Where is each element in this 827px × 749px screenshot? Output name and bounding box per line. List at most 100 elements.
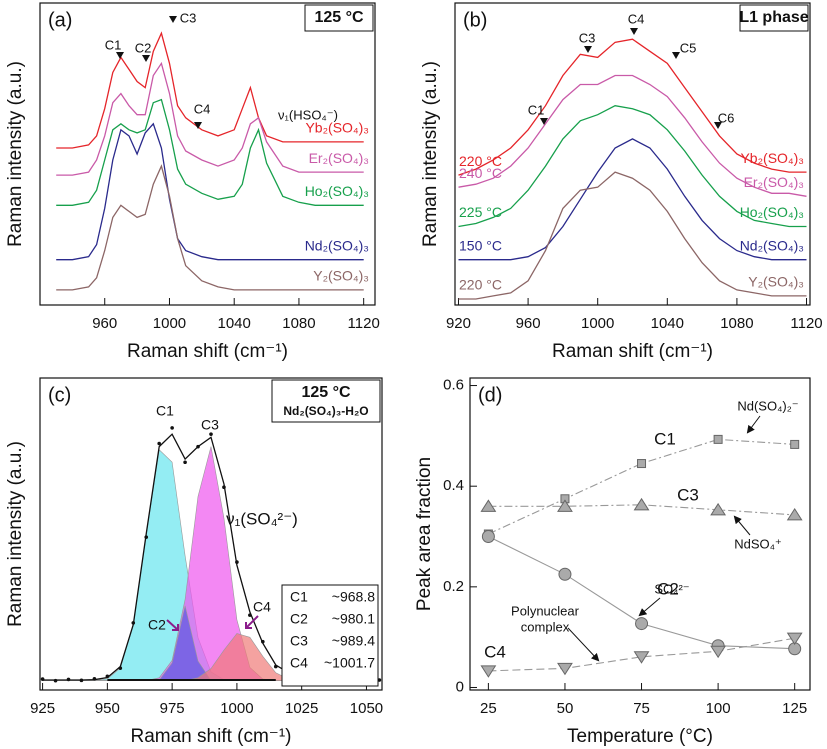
fit-table <box>281 584 379 687</box>
data-point <box>92 676 97 681</box>
y-tick-label: 0.2 <box>443 578 464 595</box>
series-label: Y₂(SO₄)₃ <box>748 274 804 290</box>
peak-annotation: C3 <box>579 30 596 45</box>
marker <box>480 499 497 512</box>
panel-label: (a) <box>48 9 72 31</box>
panel: 960 1000 1040 1080 1120 Raman shift (cm⁻¹) Ram… <box>5 2 380 362</box>
data-point <box>222 485 226 490</box>
spectrum-line <box>56 31 364 149</box>
x-tick-label: 1120 <box>348 315 380 332</box>
x-axis-label: Raman shift (cm⁻¹) <box>131 726 292 747</box>
spectrum-line <box>458 138 807 261</box>
species-annotation: Polynuclear <box>511 603 580 618</box>
fit-center: ~968.8 <box>332 589 375 605</box>
pointer <box>194 122 202 129</box>
peak-annotation: C6 <box>718 110 735 125</box>
component-label: C4 <box>253 599 271 615</box>
x-axis-label: Raman shift (cm⁻¹) <box>552 341 713 362</box>
series-label: Yb₂(SO₄)₃ <box>305 120 369 136</box>
marker <box>710 502 727 516</box>
species-annotation: NdSO₄⁺ <box>734 536 782 551</box>
plot-frame <box>469 377 811 691</box>
condition-box <box>304 4 374 32</box>
component-label: C1 <box>156 403 174 419</box>
x-tick-label: 1000 <box>581 315 614 332</box>
temperature-label: 240 °C <box>459 165 502 181</box>
panel-label: (d) <box>478 384 502 406</box>
spectrum-line <box>56 122 364 261</box>
y-axis-label: Raman intensity (a.u.) <box>5 61 26 247</box>
condition: 125 °C <box>314 9 364 26</box>
x-tick-label: 125 <box>782 700 807 717</box>
pointer <box>116 52 124 59</box>
marker <box>480 665 497 678</box>
data-point <box>248 613 252 617</box>
marker <box>633 651 650 664</box>
species-annotation: SO₄²⁻ <box>654 581 689 596</box>
pointer <box>672 52 680 59</box>
marker <box>557 499 573 512</box>
spectrum-line <box>458 171 807 300</box>
series-label: Er₂(SO₄)₃ <box>744 174 804 190</box>
series-label: C4 <box>484 642 506 661</box>
marker <box>786 507 803 521</box>
peak-annotation: C2 <box>135 40 152 55</box>
pointer <box>714 122 722 129</box>
x-tick-label: 1040 <box>218 315 251 332</box>
y-axis-label: Raman intensity (a.u.) <box>420 61 441 247</box>
data-point <box>170 426 174 430</box>
x-tick-label: 950 <box>95 700 120 717</box>
y-tick-label: 0.6 <box>443 377 464 394</box>
spectrum-line <box>458 74 807 197</box>
trend-line <box>488 438 795 535</box>
condition: 125 °C <box>301 384 351 401</box>
peak-annotation: ν₁(HSO₄⁻) <box>278 107 338 122</box>
marker <box>635 617 649 631</box>
x-tick-label: 1025 <box>285 700 318 717</box>
x-tick-label: 25 <box>480 700 497 717</box>
marker <box>633 497 650 511</box>
panel: 925 950 975 1000 1025 1050 Raman shift (cm⁻¹) R… <box>5 377 383 747</box>
series-label: C1 <box>654 429 676 448</box>
panel-label: (c) <box>48 384 71 406</box>
data-point <box>66 677 71 682</box>
x-axis-label: Temperature (°C) <box>567 726 713 747</box>
data-point <box>273 664 278 669</box>
marker <box>481 530 495 544</box>
data-point <box>157 441 161 446</box>
x-tick-label: 960 <box>516 315 541 332</box>
spectrum-line <box>56 98 364 206</box>
series-label: Ho₂(SO₄)₃ <box>740 204 804 220</box>
pointer <box>540 118 548 125</box>
pointer <box>746 415 761 434</box>
series-label: Ho₂(SO₄)₃ <box>305 183 369 199</box>
x-tick-label: 1120 <box>790 315 822 332</box>
x-tick-label: 100 <box>706 700 731 717</box>
panel-label: (b) <box>463 9 487 31</box>
spectrum-line <box>56 164 364 291</box>
x-tick-label: 50 <box>557 700 574 717</box>
spectrum-line <box>56 61 364 176</box>
x-axis-label: Raman shift (cm⁻¹) <box>127 341 288 362</box>
series-label: C2 <box>657 579 679 598</box>
temperature-label: 220 °C <box>459 277 502 293</box>
data-point <box>196 444 200 449</box>
component-label: C2 <box>148 617 166 633</box>
fit-center: ~980.1 <box>332 611 375 627</box>
x-tick-label: 975 <box>160 700 185 717</box>
fit-peak: C3 <box>290 633 308 649</box>
plot-frame <box>39 377 383 691</box>
pointer <box>584 46 592 53</box>
fit-peak: C4 <box>290 655 308 671</box>
y-tick-label: 0.4 <box>443 477 464 494</box>
plot-frame <box>454 2 811 306</box>
temperature-label: 150 °C <box>459 237 502 253</box>
fit-center: ~1001.7 <box>324 655 375 671</box>
pointer <box>567 627 600 662</box>
data-point <box>53 678 58 683</box>
data-point <box>261 639 265 644</box>
x-tick-label: 1000 <box>220 700 253 717</box>
condition-box <box>271 379 381 423</box>
component-label: C3 <box>201 417 219 433</box>
